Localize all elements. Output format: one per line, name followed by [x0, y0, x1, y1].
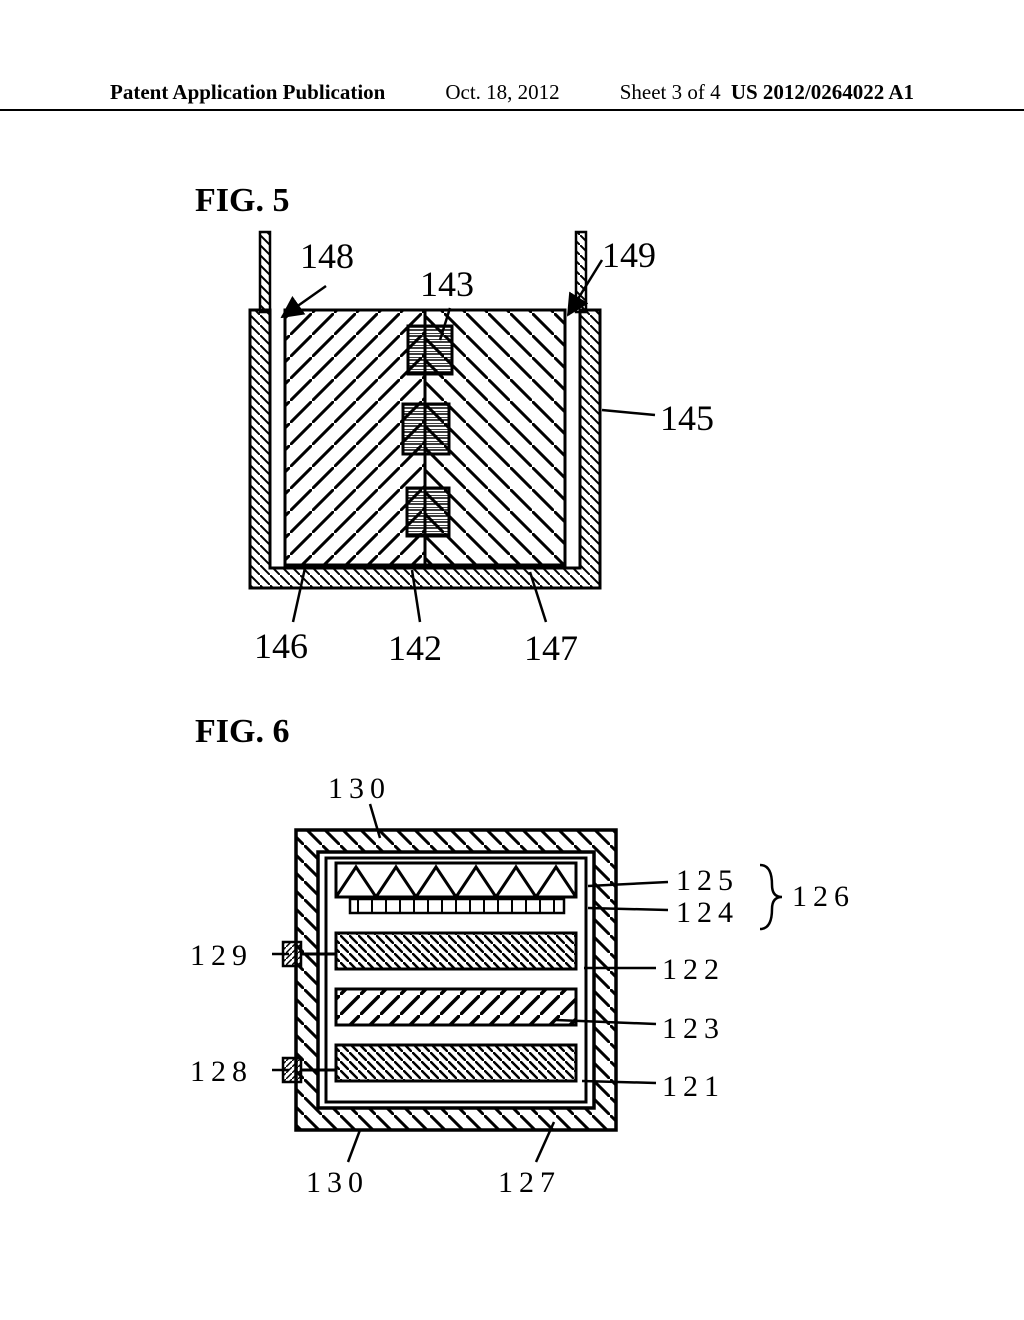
layer-123	[336, 989, 576, 1025]
leader-130bot	[348, 1130, 360, 1162]
header-pubno: US 2012/0264022 A1	[731, 80, 914, 105]
label-142: 142	[388, 627, 442, 669]
label-130-top: 130	[328, 772, 391, 806]
label-128: 128	[190, 1055, 253, 1089]
label-146: 146	[254, 625, 308, 667]
label-145: 145	[660, 397, 714, 439]
label-148: 148	[300, 235, 354, 277]
sep-block-2	[403, 404, 449, 454]
header: Patent Application Publication Oct. 18, …	[0, 80, 1024, 111]
label-124: 124	[676, 896, 739, 930]
label-126: 126	[792, 880, 855, 914]
header-left: Patent Application Publication	[110, 80, 385, 105]
label-149: 149	[602, 234, 656, 276]
header-date: Oct. 18, 2012	[445, 80, 559, 105]
label-129: 129	[190, 939, 253, 973]
brace-126	[760, 865, 782, 929]
leader-145	[602, 410, 655, 415]
layer-122	[336, 933, 576, 969]
label-143: 143	[420, 263, 474, 305]
label-123: 123	[662, 1012, 725, 1046]
layer-121	[336, 1045, 576, 1081]
sep-block-3	[407, 488, 449, 536]
label-122: 122	[662, 953, 725, 987]
label-121: 121	[662, 1070, 725, 1104]
label-127: 127	[498, 1166, 561, 1200]
label-130-bot: 130	[306, 1166, 369, 1200]
layer-124	[350, 899, 564, 913]
header-sheet: Sheet 3 of 4	[620, 80, 721, 105]
label-147: 147	[524, 627, 578, 669]
fig6-title: FIG. 6	[195, 713, 289, 751]
layer-125	[336, 863, 576, 897]
sep-block-1	[408, 326, 452, 374]
fig5-title: FIG. 5	[195, 182, 289, 220]
label-125: 125	[676, 864, 739, 898]
terminal-left	[260, 232, 270, 312]
fig6-diagram	[160, 755, 880, 1225]
